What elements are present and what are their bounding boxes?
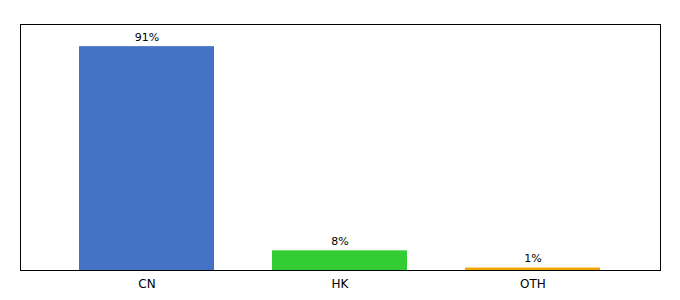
- svg-text:8%: 8%: [331, 235, 348, 248]
- svg-text:91%: 91%: [135, 31, 159, 44]
- svg-text:OTH: OTH: [520, 277, 546, 291]
- svg-text:1%: 1%: [524, 252, 541, 265]
- svg-text:CN: CN: [138, 277, 155, 291]
- svg-text:HK: HK: [332, 277, 350, 291]
